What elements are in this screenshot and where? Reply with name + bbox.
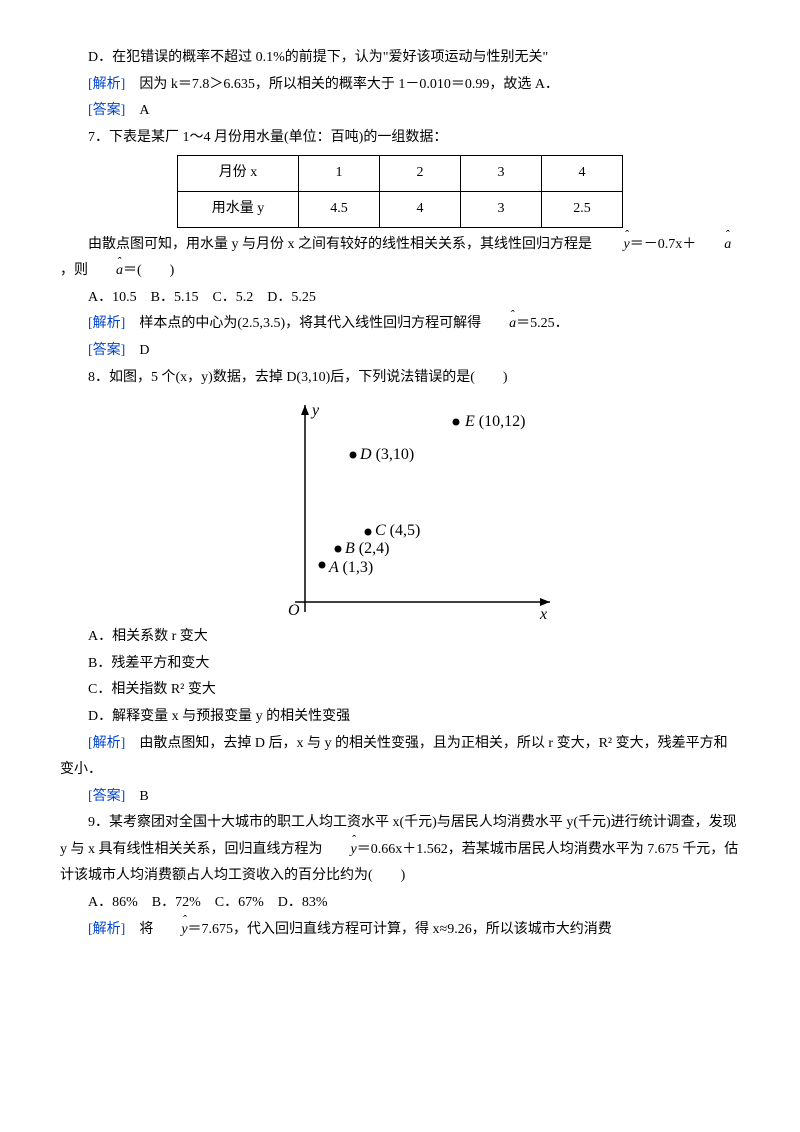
q7-analysis: [解析] 样本点的中心为(2.5,3.5)，将其代入线性回归方程可解得a＝5.2… — [60, 311, 740, 338]
cell: 3 — [461, 156, 542, 192]
x-axis-label: x — [539, 606, 547, 622]
cell-header: 月份 x — [178, 156, 299, 192]
q7-answer: [答案] D — [60, 338, 740, 365]
q8-analysis-text: 由散点图知，去掉 D 后，x 与 y 的相关性变强，且为正相关，所以 r 变大，… — [60, 736, 728, 778]
point-A — [319, 562, 326, 569]
q6-answer: [答案] A — [60, 98, 740, 125]
q8-answer-text: B — [125, 789, 148, 804]
point-C — [365, 529, 372, 536]
origin-label: O — [288, 602, 300, 619]
analysis-label: [解析] — [88, 77, 125, 92]
analysis-label: [解析] — [88, 316, 125, 331]
point-B — [335, 546, 342, 553]
q8-optA: A．相关系数 r 变大 — [60, 624, 740, 651]
analysis-label: [解析] — [88, 922, 125, 937]
point-D-label: D (3,10) — [359, 446, 414, 463]
table-row: 月份 x 1 2 3 4 — [178, 156, 623, 192]
point-D — [350, 452, 357, 459]
point-B-label: B (2,4) — [345, 540, 389, 557]
q6-optD: D．在犯错误的概率不超过 0.1%的前提下，认为"爱好该项运动与性别无关" — [60, 45, 740, 72]
q9-stem: 9．某考察团对全国十大城市的职工人均工资水平 x(千元)与居民人均消费水平 y(… — [60, 810, 740, 890]
answer-label: [答案] — [88, 343, 125, 358]
q6-analysis-text: 因为 k＝7.8＞6.635，所以相关的概率大于 1－0.010＝0.99，故选… — [125, 77, 559, 92]
q7-table: 月份 x 1 2 3 4 用水量 y 4.5 4 3 2.5 — [177, 155, 623, 227]
q8-optB: B．残差平方和变大 — [60, 651, 740, 678]
cell-header: 用水量 y — [178, 191, 299, 227]
y-axis-label: y — [310, 402, 320, 419]
q8-analysis: [解析] 由散点图知，去掉 D 后，x 与 y 的相关性变强，且为正相关，所以 … — [60, 731, 740, 784]
cell: 2 — [380, 156, 461, 192]
q7-answer-text: D — [125, 343, 149, 358]
q6-analysis: [解析] 因为 k＝7.8＞6.635，所以相关的概率大于 1－0.010＝0.… — [60, 72, 740, 99]
q8-answer: [答案] B — [60, 784, 740, 811]
cell: 2.5 — [542, 191, 623, 227]
q8-stem: 8．如图，5 个(x，y)数据，去掉 D(3,10)后，下列说法错误的是( ) — [60, 365, 740, 392]
answer-label: [答案] — [88, 103, 125, 118]
q8-optC: C．相关指数 R² 变大 — [60, 677, 740, 704]
cell: 3 — [461, 191, 542, 227]
point-C-label: C (4,5) — [375, 522, 420, 539]
cell: 1 — [299, 156, 380, 192]
cell: 4.5 — [299, 191, 380, 227]
q7-stem: 7．下表是某厂 1～4 月份用水量(单位：百吨)的一组数据： — [60, 125, 740, 152]
answer-label: [答案] — [88, 789, 125, 804]
point-E-label: E (10,12) — [464, 413, 525, 430]
q8-scatter-plot: O x y A (1,3) B (2,4) C (4,5) D (3,10) E… — [240, 397, 560, 622]
point-A-label: A (1,3) — [328, 559, 373, 576]
table-row: 用水量 y 4.5 4 3 2.5 — [178, 191, 623, 227]
cell: 4 — [542, 156, 623, 192]
q7-stem2: 由散点图可知，用水量 y 与月份 x 之间有较好的线性相关关系，其线性回归方程是… — [60, 232, 740, 285]
q6-answer-text: A — [125, 103, 149, 118]
analysis-label: [解析] — [88, 736, 125, 751]
point-E — [453, 419, 460, 426]
q9-analysis: [解析] 将y＝7.675，代入回归直线方程可计算，得 x≈9.26，所以该城市… — [60, 917, 740, 944]
cell: 4 — [380, 191, 461, 227]
q7-options: A．10.5 B．5.15 C．5.2 D．5.25 — [60, 285, 740, 312]
q8-optD: D．解释变量 x 与预报变量 y 的相关性变强 — [60, 704, 740, 731]
